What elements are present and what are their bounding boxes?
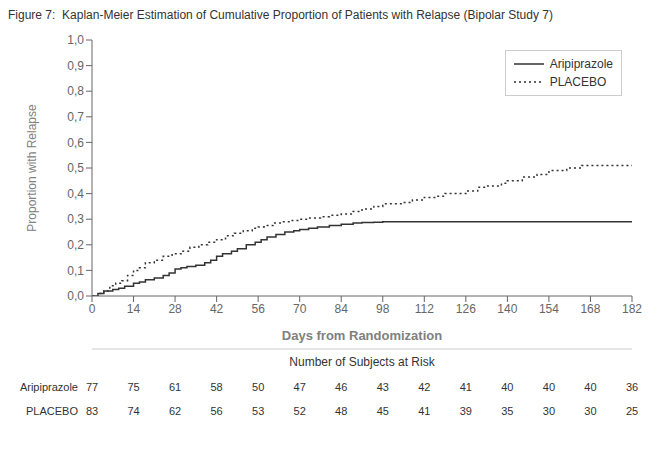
svg-text:PLACEBO: PLACEBO: [26, 405, 78, 417]
svg-text:74: 74: [127, 405, 139, 417]
svg-text:98: 98: [376, 302, 390, 316]
svg-text:0,4: 0,4: [67, 187, 84, 201]
svg-text:36: 36: [626, 381, 638, 393]
svg-text:0,3: 0,3: [67, 212, 84, 226]
svg-text:40: 40: [543, 381, 555, 393]
svg-text:52: 52: [294, 405, 306, 417]
svg-text:0: 0: [89, 302, 96, 316]
svg-text:62: 62: [169, 405, 181, 417]
svg-text:0,9: 0,9: [67, 59, 84, 73]
html-text:PLACEBO: PLACEBO: [549, 75, 607, 89]
svg-text:126: 126: [456, 302, 476, 316]
svg-text:46: 46: [335, 381, 347, 393]
svg-text:0,1: 0,1: [67, 264, 84, 278]
svg-text:83: 83: [86, 405, 98, 417]
svg-text:42: 42: [210, 302, 224, 316]
html-text:Aripiprazole: Aripiprazole: [549, 57, 613, 71]
svg-text:84: 84: [335, 302, 349, 316]
svg-text:0,7: 0,7: [67, 110, 84, 124]
svg-text:56: 56: [251, 302, 265, 316]
svg-text:30: 30: [543, 405, 555, 417]
svg-text:182: 182: [622, 302, 642, 316]
svg-text:70: 70: [293, 302, 307, 316]
svg-text:39: 39: [460, 405, 472, 417]
svg-text:154: 154: [539, 302, 559, 316]
svg-text:0,5: 0,5: [67, 161, 84, 175]
html-text:Figure 7: Kaplan-Meier Estimat: Figure 7: Kaplan-Meier Estimation of Cum…: [8, 8, 553, 22]
svg-text:25: 25: [626, 405, 638, 417]
svg-text:1,0: 1,0: [67, 33, 84, 47]
svg-text:35: 35: [501, 405, 513, 417]
svg-text:40: 40: [584, 381, 596, 393]
svg-text:0,6: 0,6: [67, 136, 84, 150]
svg-text:Proportion with Relapse: Proportion with Relapse: [25, 104, 39, 232]
svg-text:Days from Randomization: Days from Randomization: [282, 328, 442, 343]
svg-text:28: 28: [168, 302, 182, 316]
svg-text:50: 50: [252, 381, 264, 393]
svg-text:58: 58: [210, 381, 222, 393]
svg-text:45: 45: [377, 405, 389, 417]
svg-text:168: 168: [580, 302, 600, 316]
svg-text:48: 48: [335, 405, 347, 417]
svg-text:43: 43: [377, 381, 389, 393]
svg-text:Aripiprazole: Aripiprazole: [20, 381, 78, 393]
svg-text:112: 112: [415, 302, 434, 316]
svg-text:0,8: 0,8: [67, 84, 84, 98]
svg-text:14: 14: [127, 302, 141, 316]
svg-text:41: 41: [418, 405, 430, 417]
svg-text:53: 53: [252, 405, 264, 417]
svg-text:40: 40: [501, 381, 513, 393]
svg-text:77: 77: [86, 381, 98, 393]
svg-text:0,2: 0,2: [67, 238, 84, 252]
svg-text:42: 42: [418, 381, 430, 393]
svg-text:61: 61: [169, 381, 181, 393]
svg-text:0,0: 0,0: [67, 289, 84, 303]
svg-text:30: 30: [584, 405, 596, 417]
svg-text:75: 75: [127, 381, 139, 393]
svg-text:140: 140: [497, 302, 517, 316]
svg-text:47: 47: [294, 381, 306, 393]
svg-text:56: 56: [210, 405, 222, 417]
svg-text:Number of Subjects at Risk: Number of Subjects at Risk: [289, 355, 435, 369]
svg-text:41: 41: [460, 381, 472, 393]
